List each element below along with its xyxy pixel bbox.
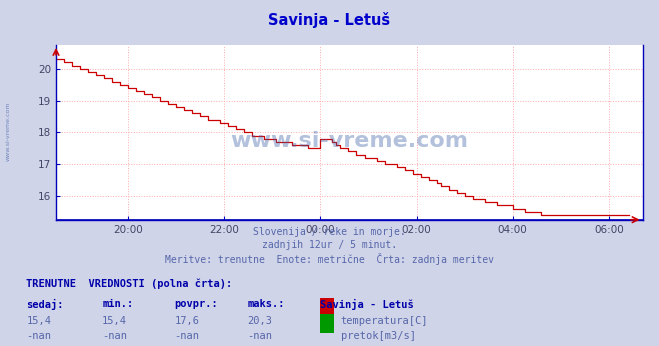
Text: 17,6: 17,6 (175, 316, 200, 326)
Text: 15,4: 15,4 (26, 316, 51, 326)
Text: Savinja - Letuš: Savinja - Letuš (320, 299, 413, 310)
Text: Savinja - Letuš: Savinja - Letuš (268, 12, 391, 28)
Text: 20,3: 20,3 (247, 316, 272, 326)
Text: www.si-vreme.com: www.si-vreme.com (230, 131, 469, 151)
Text: temperatura[C]: temperatura[C] (341, 316, 428, 326)
Text: www.si-vreme.com: www.si-vreme.com (5, 102, 11, 161)
Text: TRENUTNE  VREDNOSTI (polna črta):: TRENUTNE VREDNOSTI (polna črta): (26, 279, 233, 289)
Text: povpr.:: povpr.: (175, 299, 218, 309)
Text: zadnjih 12ur / 5 minut.: zadnjih 12ur / 5 minut. (262, 240, 397, 251)
Text: min.:: min.: (102, 299, 133, 309)
Text: -nan: -nan (247, 331, 272, 342)
Text: Slovenija / reke in morje.: Slovenija / reke in morje. (253, 227, 406, 237)
Text: Meritve: trenutne  Enote: metrične  Črta: zadnja meritev: Meritve: trenutne Enote: metrične Črta: … (165, 253, 494, 265)
Text: 15,4: 15,4 (102, 316, 127, 326)
Text: maks.:: maks.: (247, 299, 285, 309)
Text: -nan: -nan (26, 331, 51, 342)
Text: pretok[m3/s]: pretok[m3/s] (341, 331, 416, 342)
Text: sedaj:: sedaj: (26, 299, 64, 310)
Text: -nan: -nan (175, 331, 200, 342)
Text: -nan: -nan (102, 331, 127, 342)
